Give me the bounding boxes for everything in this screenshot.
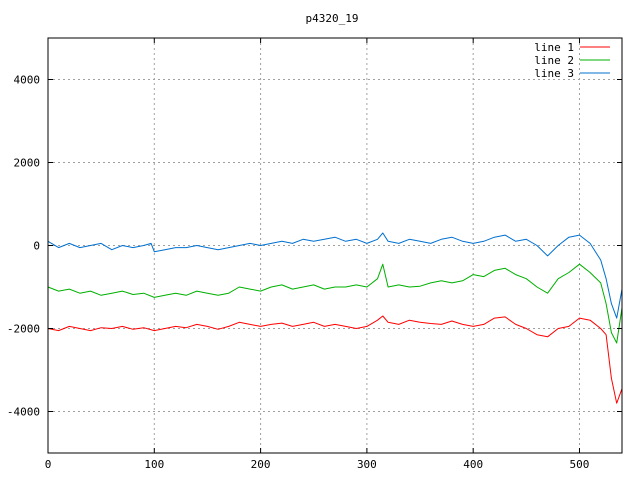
y-tick-label: 4000 [14, 74, 41, 87]
y-tick-label: -4000 [7, 406, 40, 419]
series-line-3 [47, 232, 623, 319]
series-layer [47, 232, 623, 404]
x-tick-label: 300 [357, 458, 377, 471]
legend-label-3: line 3 [534, 67, 574, 80]
plot-frame [47, 37, 623, 454]
chart-title: p4320_19 [306, 12, 359, 25]
legend-label-2: line 2 [534, 54, 574, 67]
legend-label-1: line 1 [534, 41, 574, 54]
series-line-2 [47, 263, 623, 344]
x-tick-label: 100 [144, 458, 164, 471]
y-tick-label: 2000 [14, 157, 41, 170]
x-tick-label: 400 [463, 458, 483, 471]
y-tick-label: 0 [33, 240, 40, 253]
series-line-1 [47, 315, 623, 404]
axis-layer: 0 100 200 300 400 500 -4000 -2000 0 2000 4000 [7, 37, 623, 471]
y-tick-label: -2000 [7, 323, 40, 336]
grid-layer [48, 38, 622, 453]
x-tick-label: 500 [570, 458, 590, 471]
x-tick-label: 200 [251, 458, 271, 471]
x-tick-label: 0 [45, 458, 52, 471]
